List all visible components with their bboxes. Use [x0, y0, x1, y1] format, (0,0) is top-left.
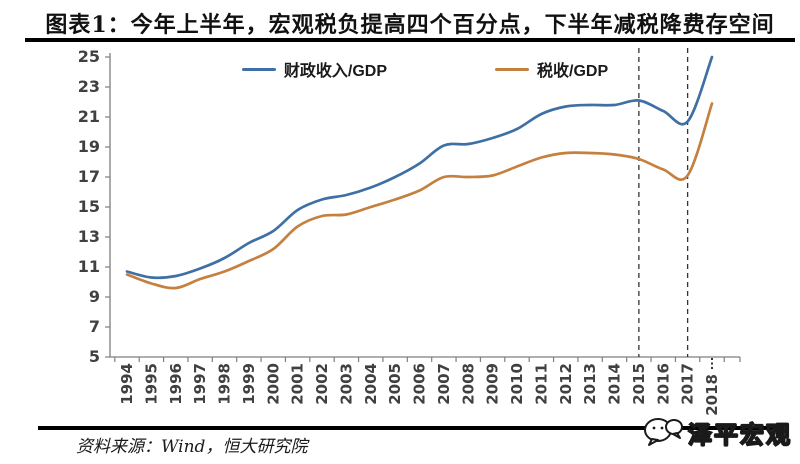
fiscal-line-swatch-icon	[241, 67, 276, 71]
legend-item-fiscal: 财政收入/GDP	[241, 57, 387, 81]
title-divider	[25, 38, 795, 42]
x-tick-label: 1996	[167, 363, 185, 405]
x-tick-label: 2008	[459, 363, 477, 405]
legend-label-tax: 税收/GDP	[537, 63, 609, 80]
chat-bubbles-icon	[644, 418, 683, 446]
x-tick-label: 2011	[532, 363, 550, 405]
x-tick-label: 2004	[362, 363, 380, 405]
footer-divider	[38, 426, 782, 430]
x-tick-label: 2001	[289, 363, 307, 405]
x-tick-label: 2003	[337, 363, 355, 405]
y-tick-label: 15	[78, 197, 100, 216]
x-tick-label: 2010	[508, 363, 526, 405]
y-tick-label: 21	[78, 107, 100, 126]
x-tick-label: 1995	[142, 363, 160, 405]
x-tick-label: 2012	[557, 363, 575, 405]
y-tick-label: 9	[89, 287, 100, 306]
x-tick-label: 2000	[264, 363, 282, 405]
y-tick-label: 7	[89, 317, 100, 336]
x-tick-label: 2007	[435, 363, 453, 405]
watermark-logo: 泽平宏观	[642, 414, 792, 450]
series-line-fiscal-revenue-gdp	[125, 55, 714, 280]
chart-legend: 财政收入/GDP 税收/GDP	[110, 58, 740, 80]
series-line-tax-gdp	[125, 102, 714, 290]
x-tick-label: 2014	[606, 363, 624, 405]
x-tick-label: 2015	[630, 363, 648, 405]
y-tick-label: 13	[78, 227, 100, 246]
line-chart-canvas: 25 23 21 19 17 15 13 11 9 7 5 1994 1995 1996 1997 1998 1…	[78, 47, 741, 415]
y-tick-label: 17	[78, 167, 100, 186]
y-tick-label: 5	[89, 347, 100, 366]
chart-title: 图表1：今年上半年，宏观税负提高四个百分点，下半年减税降费存空间	[45, 12, 775, 38]
x-tick-label: 2018	[703, 374, 721, 415]
legend-item-tax: 税收/GDP	[495, 57, 608, 81]
data-source-label: 资料来源：Wind，恒大研究院	[76, 437, 308, 457]
x-tick-label: 2005	[386, 363, 404, 405]
x-tick-label: 2013	[581, 363, 599, 405]
y-tick-label: 23	[78, 77, 100, 96]
x-tick-label: 2009	[484, 363, 502, 405]
x-tick-label: 1994	[118, 363, 136, 405]
watermark-text: 泽平宏观	[687, 421, 792, 449]
x-tick-label: 2006	[411, 363, 429, 405]
y-tick-label: 19	[78, 137, 100, 156]
legend-label-fiscal: 财政收入/GDP	[283, 63, 387, 80]
x-tick-label: 1999	[240, 363, 258, 405]
x-tick-label: 2002	[313, 363, 331, 405]
x-tick-label: 2017	[679, 363, 697, 405]
x-tick-label: 2016	[654, 363, 672, 405]
y-tick-label: 11	[78, 257, 100, 276]
y-tick-label: 25	[78, 47, 100, 66]
x-tick-label: 1998	[216, 363, 234, 405]
x-tick-label: 1997	[191, 363, 209, 405]
tax-line-swatch-icon	[495, 67, 529, 71]
